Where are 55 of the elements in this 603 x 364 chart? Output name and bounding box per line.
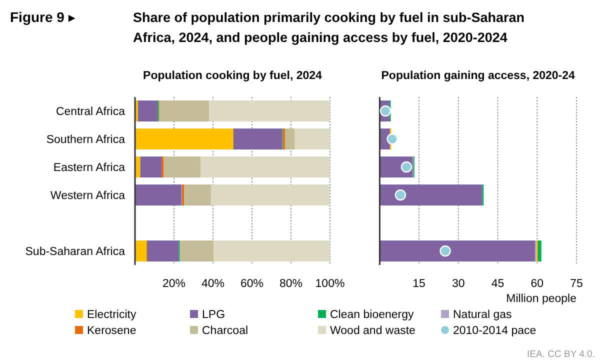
bar [182, 184, 184, 206]
text: Share of population primarily cooking by fuel in sub-Saharan Africa, 2024, and people gaining access by fuel, 2020-2024 [133, 10, 525, 45]
bar [184, 184, 212, 206]
bar [380, 184, 482, 206]
point [386, 133, 398, 145]
x-tick-label: 80% [279, 278, 303, 290]
point [400, 161, 412, 173]
bar [380, 240, 536, 262]
legend-label: 2010-2014 pace [453, 325, 536, 337]
x-tick-label: 40% [201, 278, 225, 290]
chart-title: Population cooking by fuel, 2024 [143, 70, 323, 82]
point [380, 105, 392, 117]
y-tick-label: Southern Africa [46, 134, 126, 146]
legend-label: Natural gas [453, 309, 512, 321]
y-tick-label: Eastern Africa [53, 162, 126, 174]
point [394, 189, 406, 201]
bar [284, 128, 295, 150]
x-tick-label: 60% [240, 278, 264, 290]
bar [138, 100, 158, 122]
y-tick-label: Central Africa [56, 106, 126, 118]
bar [214, 240, 330, 262]
bar [233, 128, 282, 150]
legend-label: Wood and waste [330, 325, 416, 337]
bar [159, 100, 210, 122]
x-axis-title: Million people [506, 293, 576, 305]
y-tick-label: Sub-Saharan Africa [25, 246, 126, 258]
bar [211, 184, 330, 206]
point [440, 245, 451, 257]
bar [164, 156, 201, 178]
legend-label: Charcoal [202, 325, 248, 337]
legend-label: Clean bioenergy [330, 309, 414, 321]
caption: Figure 9 ▸ [10, 9, 76, 25]
x-tick-label: 100% [315, 278, 345, 290]
bar [135, 128, 234, 150]
bar [294, 128, 330, 150]
bar [209, 100, 330, 122]
chart-title: Population gaining access, 2020-24 [381, 70, 576, 82]
x-tick-label: 15 [412, 278, 426, 290]
bar [140, 156, 162, 178]
bar [538, 240, 542, 262]
x-tick-label: 30 [452, 278, 465, 290]
legend-label: Kerosene [87, 325, 136, 337]
bar [146, 240, 179, 262]
legend-label: LPG [202, 309, 226, 321]
legend-label: Electricity [87, 309, 136, 321]
x-tick-label: 75 [570, 278, 583, 290]
text: IEA. CC BY 4.0. [527, 349, 595, 360]
bar [135, 184, 182, 206]
bar [180, 240, 214, 262]
x-tick-label: 45 [491, 278, 504, 290]
y-tick-label: Western Africa [50, 190, 126, 202]
x-tick-label: 60 [530, 278, 544, 290]
bar [200, 156, 330, 178]
x-tick-label: 20% [162, 278, 186, 290]
bar [135, 240, 147, 262]
